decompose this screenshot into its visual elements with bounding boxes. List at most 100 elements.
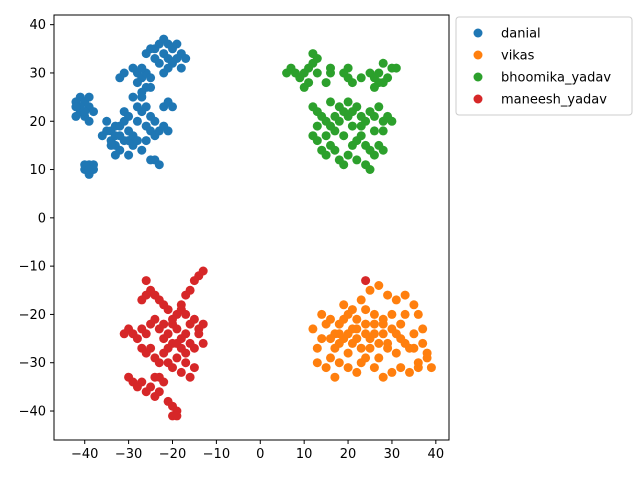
point-vikas-74 (361, 329, 371, 339)
point-bhoomika_yadav-66 (365, 165, 375, 174)
point-vikas-67 (391, 329, 401, 339)
y-tick-label-0: 0 (38, 211, 46, 226)
point-bhoomika_yadav-76 (334, 116, 344, 126)
point-maneesh_yadav-43 (172, 353, 182, 363)
point-maneesh_yadav-50 (181, 348, 191, 358)
point-danial-64 (146, 82, 156, 92)
series-bhoomika_yadav (282, 49, 401, 174)
point-maneesh_yadav-42 (168, 363, 177, 373)
point-vikas-69 (409, 343, 419, 353)
point-vikas-44 (369, 363, 379, 373)
point-danial-42 (141, 102, 151, 112)
point-vikas-75 (369, 319, 379, 329)
point-danial-87 (163, 63, 173, 73)
point-danial-68 (128, 63, 138, 73)
point-vikas-79 (422, 348, 432, 358)
point-vikas-29 (330, 372, 340, 382)
point-danial-36 (115, 121, 125, 131)
point-danial-83 (154, 58, 164, 68)
point-bhoomika_yadav-45 (374, 102, 384, 112)
point-maneesh_yadav-45 (181, 358, 191, 368)
point-danial-34 (115, 131, 125, 141)
point-danial-93 (141, 136, 151, 146)
point-maneesh_yadav-72 (181, 309, 191, 319)
point-danial-90 (146, 155, 156, 165)
point-bhoomika_yadav-8 (308, 49, 318, 59)
point-vikas-27 (426, 363, 436, 373)
point-maneesh_yadav-21 (189, 276, 199, 286)
point-bhoomika_yadav-78 (343, 111, 353, 121)
point-danial-39 (124, 111, 134, 121)
point-bhoomika_yadav-64 (369, 150, 379, 160)
y-tick-label-40: 40 (29, 18, 46, 33)
point-maneesh_yadav-47 (189, 363, 199, 373)
point-maneesh_yadav-39 (154, 358, 164, 368)
point-vikas-68 (400, 338, 410, 348)
point-vikas-43 (361, 353, 371, 363)
point-danial-91 (137, 145, 147, 155)
point-bhoomika_yadav-24 (378, 58, 388, 68)
point-bhoomika_yadav-70 (312, 121, 322, 131)
point-vikas-35 (383, 290, 393, 300)
legend: danial vikas bhoomika_yadav maneesh_yadav (455, 16, 633, 116)
x-tick-label-10: 10 (296, 447, 313, 462)
point-vikas-45 (378, 372, 388, 382)
point-bhoomika_yadav-75 (356, 121, 366, 131)
point-danial-80 (172, 39, 182, 49)
point-bhoomika_yadav-22 (374, 68, 384, 78)
point-vikas-59 (396, 319, 406, 329)
point-danial-95 (110, 150, 120, 160)
point-vikas-72 (343, 329, 353, 339)
point-bhoomika_yadav-49 (378, 126, 388, 136)
point-maneesh_yadav-10 (163, 329, 173, 339)
point-vikas-55 (361, 305, 371, 315)
point-bhoomika_yadav-25 (383, 73, 393, 83)
point-vikas-73 (352, 324, 362, 334)
point-vikas-30 (339, 300, 349, 310)
point-danial-24 (102, 116, 112, 126)
point-vikas-19 (391, 348, 401, 358)
point-bhoomika_yadav-40 (352, 102, 362, 112)
x-axis: −40 −30 −20 −10 0 10 20 30 40 (71, 440, 444, 462)
point-vikas-40 (334, 358, 344, 368)
point-danial-92 (132, 136, 142, 146)
point-bhoomika_yadav-17 (343, 63, 353, 73)
point-vikas-54 (352, 314, 362, 324)
point-vikas-71 (334, 329, 344, 339)
point-maneesh_yadav-34 (141, 276, 151, 286)
x-tick-label-0: 0 (256, 447, 264, 462)
point-vikas-33 (365, 285, 375, 295)
point-vikas-34 (374, 281, 384, 290)
point-danial-6 (71, 111, 81, 121)
point-maneesh_yadav-5 (141, 329, 151, 339)
point-vikas-41 (343, 363, 353, 373)
point-vikas-1 (312, 343, 322, 353)
x-tick-label-20: 20 (340, 447, 357, 462)
point-bhoomika_yadav-44 (369, 111, 379, 121)
point-vikas-62 (347, 338, 357, 348)
point-vikas-56 (369, 309, 379, 319)
point-bhoomika_yadav-29 (374, 78, 384, 88)
point-maneesh_yadav-23 (181, 290, 191, 300)
point-maneesh_yadav-73 (185, 338, 195, 348)
point-maneesh_yadav-75 (159, 319, 169, 329)
legend-box (455, 16, 633, 116)
point-danial-78 (163, 39, 173, 49)
point-bhoomika_yadav-69 (378, 145, 388, 155)
point-vikas-49 (413, 363, 423, 373)
point-maneesh_yadav-71 (163, 343, 173, 353)
point-danial-76 (181, 54, 191, 63)
point-vikas-2 (317, 334, 327, 344)
point-danial-62 (132, 78, 142, 88)
x-tick-label-40: 40 (428, 447, 445, 462)
points-layer (71, 34, 436, 421)
point-bhoomika_yadav-13 (326, 63, 335, 73)
point-vikas-4 (326, 353, 335, 363)
y-tick-label-10: 10 (29, 163, 46, 178)
series-maneesh_yadav (119, 266, 371, 421)
x-tick-label--20: −20 (159, 447, 186, 462)
point-danial-94 (124, 150, 134, 160)
point-danial-65 (137, 87, 147, 97)
point-bhoomika_yadav-51 (312, 136, 322, 146)
x-tick-label-30: 30 (384, 447, 401, 462)
